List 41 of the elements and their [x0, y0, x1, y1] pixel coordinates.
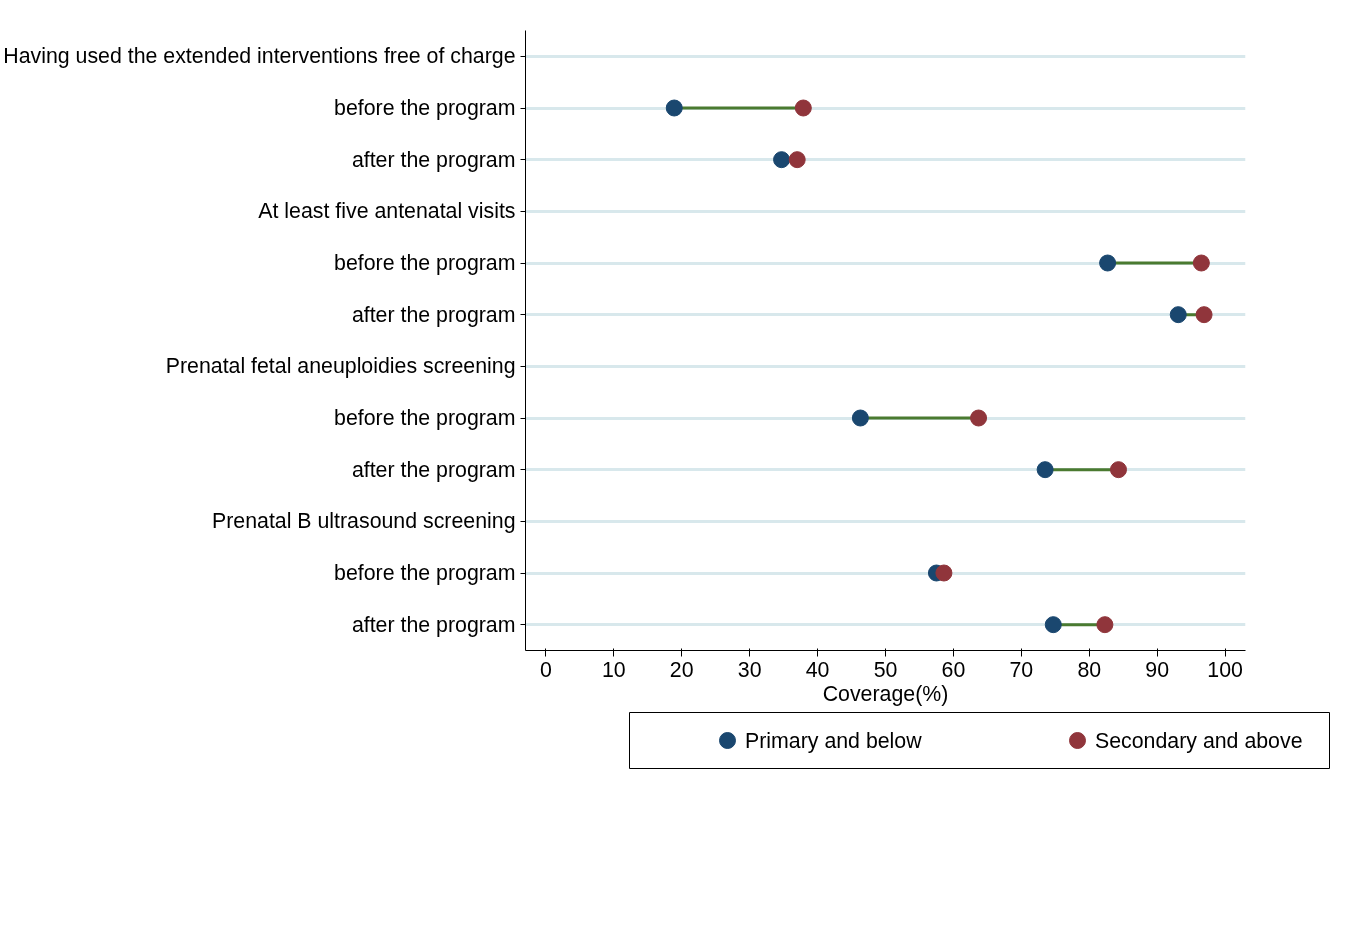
x-tick-label: 20: [669, 657, 694, 682]
y-tick-label: after the program: [351, 147, 516, 172]
y-tick-label: before the program: [334, 406, 516, 430]
point: [1096, 616, 1114, 634]
y-tick-label: after the program: [351, 302, 516, 327]
x-tick-label: 70: [1009, 657, 1034, 682]
point: [935, 564, 953, 582]
point: [794, 99, 812, 117]
point: [1099, 254, 1117, 272]
y-tick-label: At least five antenatal visits: [258, 199, 516, 224]
point: [1169, 306, 1187, 324]
y-tick-label: Having used the extended interventions free of charge: [3, 44, 516, 69]
y-tick-label: after the program: [351, 457, 516, 482]
y-tick-label: after the program: [351, 612, 516, 637]
y-tick-label: Prenatal fetal aneuploidies screening: [165, 354, 516, 379]
y-tick-label: before the program: [334, 251, 516, 275]
y-tick-label: before the program: [334, 96, 516, 120]
point: [851, 409, 869, 427]
y-tick-label: before the program: [334, 561, 516, 585]
point: [665, 99, 683, 117]
point: [1195, 306, 1213, 324]
point: [1036, 461, 1054, 479]
x-tick-label: 80: [1077, 657, 1102, 682]
x-tick-label: 100: [1207, 657, 1244, 682]
x-tick-label: 40: [805, 657, 830, 682]
point: [970, 409, 988, 427]
point: [1192, 254, 1210, 272]
point: [1109, 461, 1127, 479]
point: [773, 151, 791, 169]
x-tick-label: 30: [737, 657, 762, 682]
point: [788, 151, 806, 169]
legend-label: Secondary and above: [1095, 728, 1303, 753]
x-tick-label: 10: [601, 657, 626, 682]
x-tick-label: 60: [941, 657, 966, 682]
y-tick-label: Prenatal B ultrasound screening: [211, 509, 516, 534]
x-tick-label: 90: [1145, 657, 1170, 682]
x-tick-label: 0: [539, 657, 552, 682]
point: [1044, 616, 1062, 634]
legend-label: Primary and below: [745, 728, 923, 753]
x-tick-label: 50: [873, 657, 898, 682]
x-axis-title: Coverage(%): [822, 681, 949, 706]
